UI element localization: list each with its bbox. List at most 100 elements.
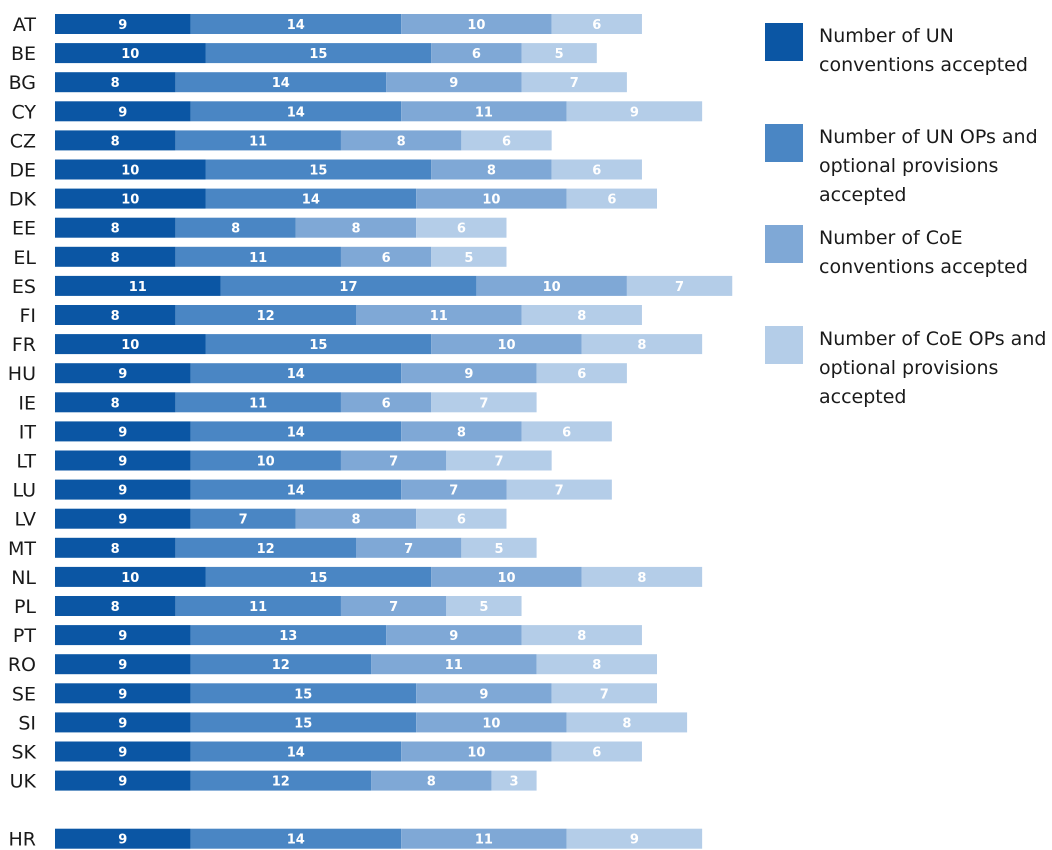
value-label: 6 — [592, 164, 601, 179]
value-label: 7 — [494, 455, 503, 470]
legend-label: Number of CoE conventions accepted — [819, 227, 1028, 278]
bar-segment — [190, 421, 402, 442]
bar-segment — [55, 508, 191, 529]
value-label: 6 — [382, 396, 391, 411]
value-label: 7 — [389, 455, 398, 470]
bar-segment — [190, 625, 387, 646]
value-label: 10 — [121, 47, 139, 62]
value-label: 14 — [302, 193, 320, 208]
bar-segment — [491, 770, 537, 791]
bar-row-at: AT 9 14 10 6 — [13, 14, 642, 36]
category-label: ES — [12, 276, 36, 298]
bar-segment — [401, 828, 567, 849]
category-label: RO — [8, 654, 36, 676]
value-label: 6 — [472, 47, 481, 62]
bar-segment — [371, 654, 537, 675]
bar-segment — [401, 741, 552, 762]
value-label: 14 — [287, 367, 305, 382]
bar-segment — [371, 770, 492, 791]
bar-segment — [55, 770, 191, 791]
bar-row-sk: SK 9 14 10 6 — [11, 741, 642, 764]
bar-segment — [551, 683, 657, 704]
value-label: 10 — [467, 18, 485, 33]
category-label: SE — [12, 683, 36, 705]
bar-segment — [175, 130, 341, 151]
value-label: 8 — [111, 222, 120, 237]
bar-segment — [55, 479, 191, 500]
legend-swatch — [765, 225, 803, 263]
value-label: 15 — [294, 716, 312, 731]
value-label: 11 — [249, 396, 267, 411]
value-label: 10 — [543, 280, 561, 295]
bar-segment — [55, 654, 191, 675]
bar-segment — [205, 159, 432, 180]
value-label: 8 — [577, 309, 586, 324]
bar-segment — [401, 101, 567, 122]
value-label: 10 — [121, 164, 139, 179]
value-label: 12 — [257, 542, 275, 557]
bar-segment — [340, 596, 447, 616]
category-label: PL — [14, 596, 36, 618]
bar-segment — [386, 625, 522, 646]
category-label: LU — [12, 480, 36, 502]
bar-segment — [55, 741, 191, 762]
value-label: 12 — [272, 775, 290, 790]
category-label: IT — [19, 421, 37, 443]
bar-segment — [175, 596, 341, 616]
bar-segment — [566, 188, 657, 209]
bar-segment — [566, 101, 703, 122]
bar-segment — [190, 712, 417, 733]
bar-row-pl: PL 8 11 7 5 — [14, 596, 522, 618]
bar-row-lt: LT 9 10 7 7 — [16, 450, 552, 473]
value-label: 9 — [118, 484, 127, 499]
bar-segment — [551, 14, 642, 34]
value-label: 6 — [562, 425, 571, 440]
value-label: 8 — [111, 396, 120, 411]
bar-segment — [401, 14, 552, 34]
bar-segment — [55, 537, 176, 558]
value-label: 15 — [309, 338, 327, 353]
value-label: 11 — [475, 105, 493, 120]
value-label: 7 — [570, 76, 579, 91]
value-label: 9 — [449, 76, 458, 91]
value-label: 7 — [479, 396, 488, 411]
bar-segment — [55, 101, 191, 122]
category-label: CY — [11, 101, 36, 123]
bar-segment — [295, 508, 417, 529]
bar-segment — [220, 275, 477, 296]
bar-segment — [340, 392, 432, 413]
value-label: 17 — [339, 280, 357, 295]
value-label: 8 — [577, 629, 586, 644]
value-label: 6 — [502, 134, 511, 149]
category-label: FR — [12, 334, 36, 356]
value-label: 9 — [118, 367, 127, 382]
bar-segment — [461, 537, 537, 558]
category-label: SI — [18, 712, 36, 734]
bar-segment — [190, 479, 402, 500]
value-label: 8 — [397, 134, 406, 149]
category-label: UK — [10, 771, 37, 793]
legend-label: Number of UN conventions accepted — [819, 25, 1028, 76]
bar-row-mt: MT 8 12 7 5 — [8, 537, 537, 560]
value-label: 5 — [464, 251, 473, 266]
value-label: 5 — [494, 542, 503, 557]
bar-segment — [536, 363, 627, 384]
bar-segment — [551, 159, 642, 180]
value-label: 10 — [467, 746, 485, 761]
value-label: 13 — [279, 629, 297, 644]
bar-segment — [521, 625, 642, 646]
value-label: 8 — [111, 76, 120, 91]
category-label: NL — [11, 567, 36, 589]
value-label: 8 — [231, 222, 240, 237]
value-label: 9 — [118, 513, 127, 528]
bar-row-de: DE 10 15 8 6 — [9, 159, 642, 182]
category-label: AT — [13, 14, 37, 36]
stacked-bar-chart: AT 9 14 10 6BE 10 15 6 5BG 8 14 9 7CY 9 14 11 9CZ 8 11 8 6DE… — [8, 14, 733, 850]
bar-row-lv: LV 9 7 8 6 — [15, 508, 507, 531]
bar-row-el: EL 8 11 6 5 — [13, 247, 507, 269]
bar-row-ie: IE 8 11 6 7 — [18, 392, 537, 414]
value-label: 10 — [257, 455, 275, 470]
value-label: 11 — [249, 251, 267, 266]
bar-row-lu: LU 9 14 7 7 — [12, 479, 612, 502]
value-label: 8 — [457, 425, 466, 440]
